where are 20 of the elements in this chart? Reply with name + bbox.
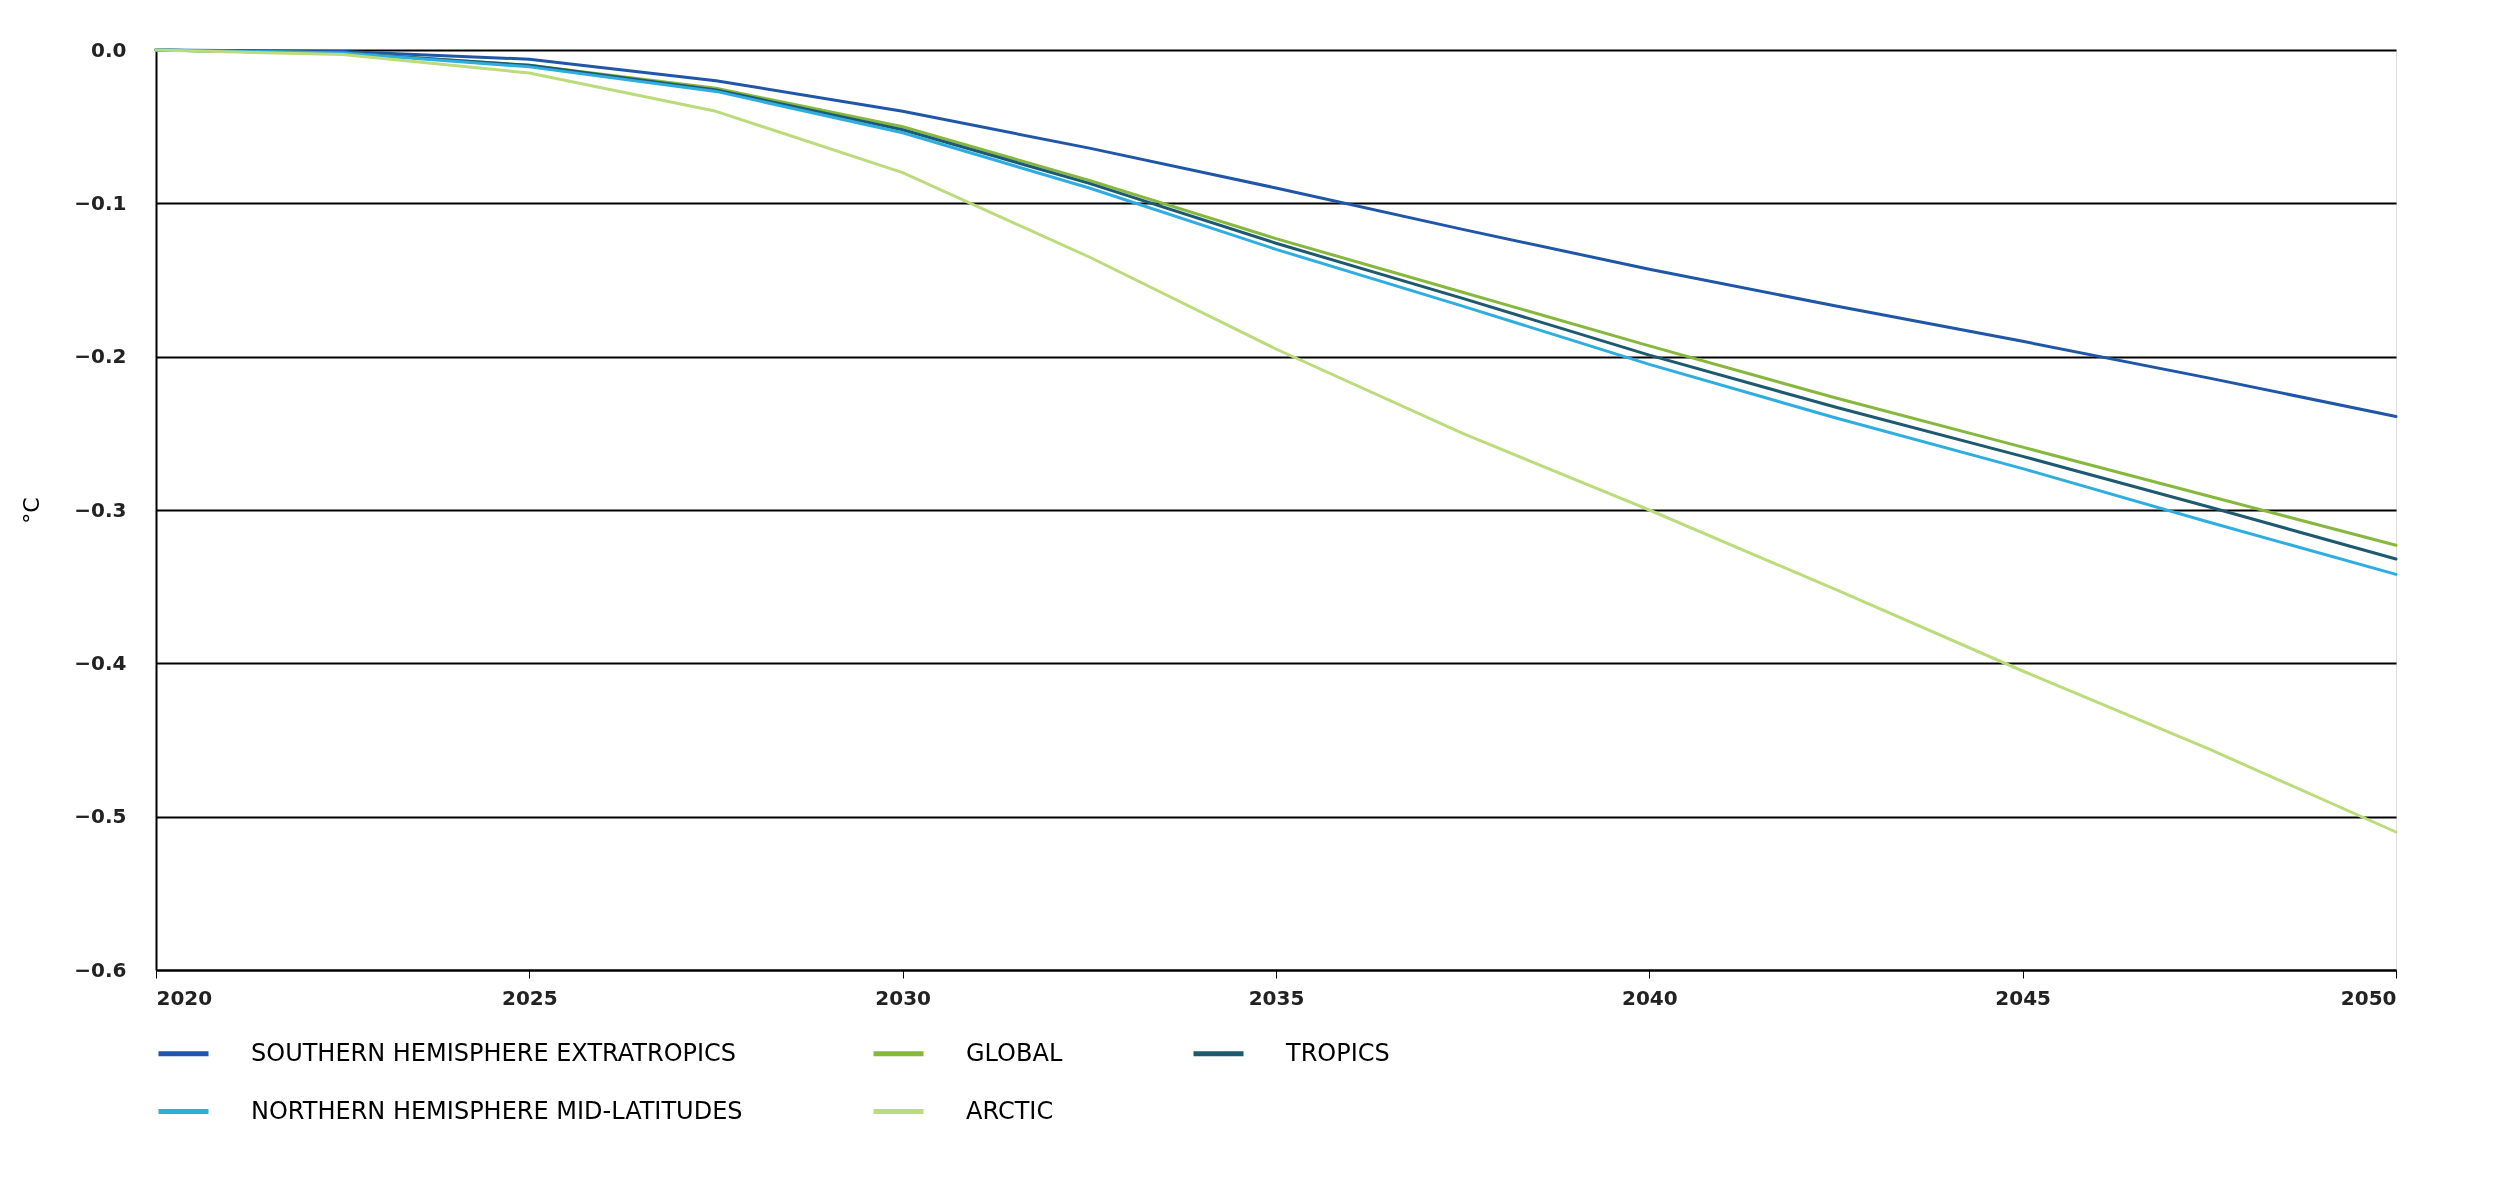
x-tick-label: 2035	[1248, 985, 1305, 1010]
y-tick-label: −0.4	[74, 650, 127, 675]
y-tick-label: −0.3	[74, 497, 127, 522]
x-tick-label: 2045	[1995, 985, 2051, 1010]
y-tick-label: −0.5	[74, 804, 127, 829]
legend-label: SOUTHERN HEMISPHERE EXTRATROPICS	[251, 1038, 737, 1067]
y-tick-label: −0.2	[74, 344, 127, 369]
y-tick-label: 0.0	[91, 37, 127, 62]
y-tick-label: −0.6	[74, 957, 127, 982]
legend-label: GLOBAL	[966, 1038, 1063, 1067]
x-tick-label: 2020	[156, 985, 213, 1010]
legend-label: NORTHERN HEMISPHERE MID-LATITUDES	[251, 1096, 743, 1125]
x-tick-label: 2030	[875, 985, 931, 1010]
y-axis-title: °C	[19, 497, 45, 524]
x-tick-label: 2025	[502, 985, 558, 1010]
legend-label: ARCTIC	[966, 1096, 1054, 1125]
y-tick-label: −0.1	[74, 190, 127, 215]
x-tick-label: 2040	[1622, 985, 1678, 1010]
x-tick-label: 2050	[2340, 985, 2397, 1010]
legend-label: TROPICS	[1285, 1038, 1390, 1067]
